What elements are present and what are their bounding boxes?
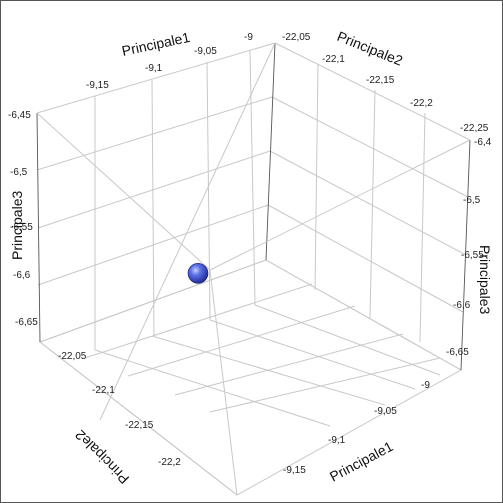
tick-label: -9,05	[194, 46, 217, 57]
tick-label: -9,05	[374, 406, 397, 417]
tick-label: -22,25	[460, 123, 489, 134]
tick-label: -6,4	[474, 137, 492, 148]
axis-title-principale1-top: Principale1	[120, 29, 191, 59]
tick-label: -6,65	[446, 347, 469, 358]
tick-label: -6,65	[15, 317, 38, 328]
axis-title-principale2-top: Principale2	[335, 28, 405, 69]
tick-label: -22,2	[410, 98, 433, 109]
tick-labels: -9,15 -9,1 -9,05 -9 -22,05 -22,1 -22,15 …	[8, 32, 492, 476]
tick-label: -9	[244, 32, 253, 43]
tick-label: -22,15	[366, 75, 395, 86]
tick-label: -22,15	[125, 420, 154, 431]
tick-label: -6,55	[10, 222, 33, 233]
tick-label: -6,5	[463, 195, 481, 206]
grid-lines	[36, 42, 471, 496]
axis-title-principale3-right: Principale3	[477, 245, 493, 314]
tick-label: -9,1	[145, 63, 163, 74]
tick-label: -6,6	[13, 270, 31, 281]
tick-label: -9,15	[283, 465, 306, 476]
tick-label: -9	[421, 380, 430, 391]
tick-label: -22,1	[322, 54, 345, 65]
data-points	[187, 262, 209, 284]
tick-label: -9,1	[328, 435, 346, 446]
tick-label: -6,45	[8, 110, 31, 121]
tick-label: -22,2	[158, 457, 181, 468]
tick-label: -22,05	[58, 351, 87, 362]
tick-label: -6,55	[461, 250, 484, 261]
data-point[interactable]	[187, 262, 209, 284]
axis-title-principale3-left: Principale3	[9, 191, 25, 260]
axis-title-principale2-bottom: Principale2	[72, 427, 132, 487]
tick-label: -6,6	[453, 300, 471, 311]
tick-label: -22,1	[92, 385, 115, 396]
tick-label: -9,15	[86, 80, 109, 91]
tick-label: -22,05	[282, 32, 311, 43]
tick-label: -6,5	[10, 167, 28, 178]
